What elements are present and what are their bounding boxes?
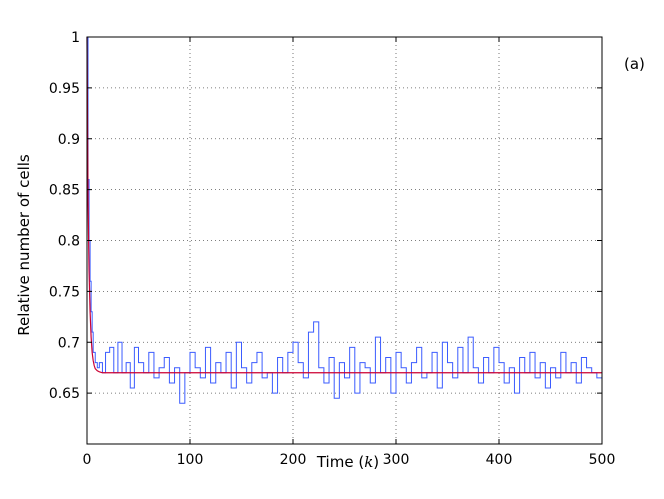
series-layer xyxy=(86,36,603,404)
y-axis-label: Relative number of cells xyxy=(15,154,33,336)
y-tick-label: 0.7 xyxy=(58,335,80,351)
y-tick-label: 0.9 xyxy=(58,132,80,148)
x-tick-label: 100 xyxy=(177,452,204,468)
x-tick-label: 0 xyxy=(83,452,92,468)
x-axis-label-var: k xyxy=(364,453,373,471)
x-tick-label: 300 xyxy=(383,452,410,468)
x-axis-label-text: Time ( xyxy=(316,453,364,471)
y-tick-label: 1 xyxy=(71,30,80,46)
x-tick-label: 400 xyxy=(486,452,513,468)
panel-label: (a) xyxy=(624,55,645,73)
x-axis-label: Time (k) xyxy=(316,453,379,471)
series-line-simulation xyxy=(87,36,603,404)
x-axis-label-close: ) xyxy=(373,453,379,471)
y-tick-label: 0.95 xyxy=(49,81,80,97)
y-tick-label: 0.75 xyxy=(49,284,80,300)
x-tick-label: 500 xyxy=(589,452,616,468)
y-tick-label: 0.8 xyxy=(58,234,80,250)
y-tick-label: 0.85 xyxy=(49,183,80,199)
plot-frame xyxy=(86,36,603,445)
y-tick-label: 0.65 xyxy=(49,386,80,402)
axis-ticks: 0 100 200 300 400 500 0.65 0.7 0.75 0.8 0.85 0.9 0.9… xyxy=(49,30,616,468)
grid-lines xyxy=(86,36,603,444)
series-line-mean xyxy=(86,36,602,374)
x-tick-label: 200 xyxy=(280,452,307,468)
